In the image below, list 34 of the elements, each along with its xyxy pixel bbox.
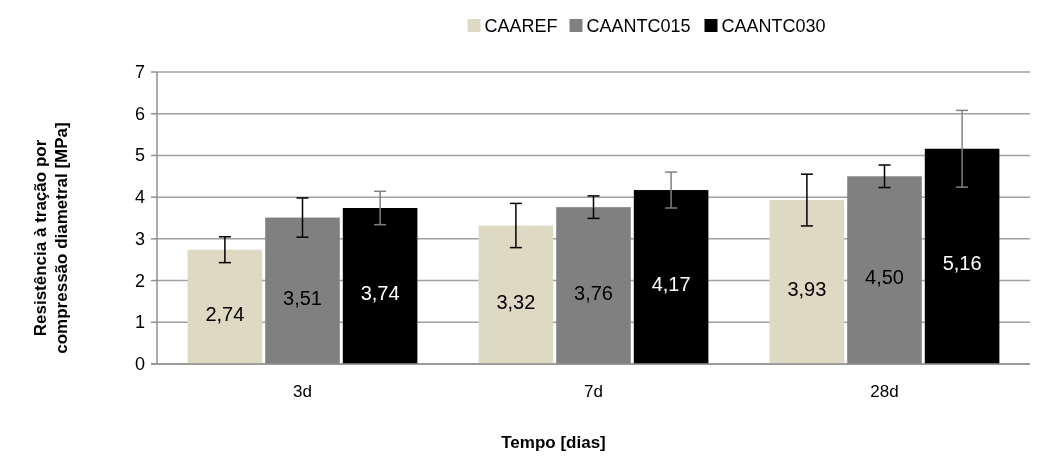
y-tick-label: 2 bbox=[134, 270, 145, 291]
x-tick-label: 7d bbox=[584, 382, 603, 401]
legend-label: CAAREF bbox=[484, 16, 558, 36]
x-tick-label: 3d bbox=[293, 382, 312, 401]
y-tick-label: 4 bbox=[134, 187, 145, 208]
y-tick-label: 1 bbox=[134, 312, 145, 333]
y-tick-label: 0 bbox=[134, 354, 145, 374]
legend-label: CAANTC015 bbox=[586, 16, 691, 36]
bar bbox=[187, 249, 263, 364]
data-label: 3,93 bbox=[787, 278, 827, 301]
x-axis-title: Tempo [dias] bbox=[501, 433, 606, 452]
bar bbox=[847, 176, 922, 364]
bar bbox=[769, 200, 845, 364]
bar bbox=[556, 207, 631, 364]
bar bbox=[633, 190, 709, 364]
bar bbox=[478, 225, 554, 364]
legend-label: CAANTC030 bbox=[721, 16, 826, 36]
y-axis-title: Resistência à tração por compressão diametral [MPa] bbox=[31, 122, 71, 354]
y-tick-label: 5 bbox=[134, 145, 145, 166]
data-label: 2,74 bbox=[205, 302, 245, 325]
y-tick-label: 3 bbox=[134, 228, 145, 249]
data-label: 3,74 bbox=[360, 281, 400, 304]
data-label: 3,51 bbox=[283, 286, 322, 309]
y-tick-label: 7 bbox=[134, 62, 145, 82]
y-tick-label: 6 bbox=[134, 103, 145, 124]
data-label: 5,16 bbox=[942, 252, 982, 275]
bar bbox=[924, 148, 1000, 364]
bar bbox=[342, 207, 418, 364]
bar bbox=[265, 217, 340, 364]
data-label: 3,32 bbox=[496, 290, 536, 313]
data-label: 4,17 bbox=[651, 273, 691, 296]
data-label: 3,76 bbox=[574, 281, 613, 304]
data-label: 4,50 bbox=[865, 266, 904, 289]
x-tick-label: 28d bbox=[870, 382, 899, 401]
